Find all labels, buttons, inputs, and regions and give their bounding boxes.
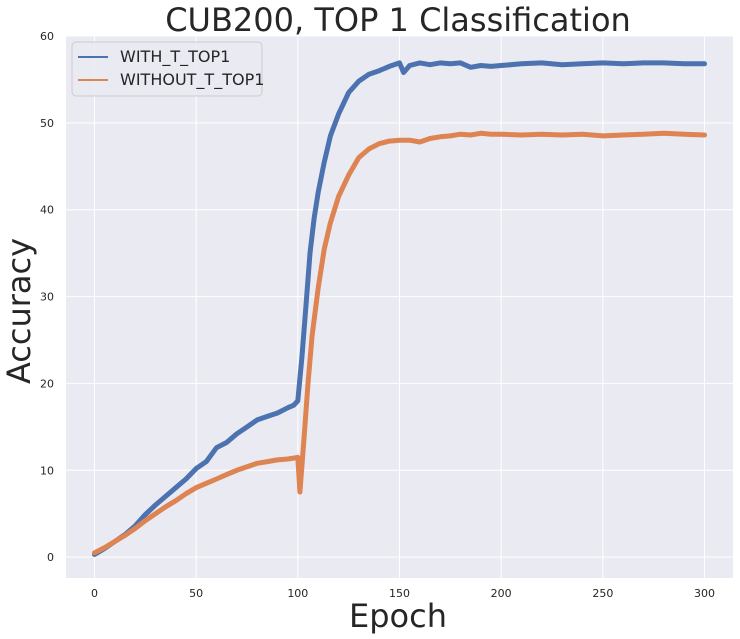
y-axis-ticks: 0 10 20 30 40 50 60 [40,30,54,564]
x-tick-label: 50 [189,587,203,600]
y-tick-label: 20 [40,377,54,390]
x-tick-label: 150 [389,587,410,600]
y-tick-label: 60 [40,30,54,43]
series-lines [92,60,707,557]
y-tick-label: 40 [40,204,54,217]
series-line-with-t-top1 [92,60,707,557]
x-tick-label: 100 [287,587,308,600]
y-tick-label: 30 [40,291,54,304]
grid [66,35,733,578]
legend-box [71,41,263,97]
x-tick-label: 0 [91,587,98,600]
legend: WITH_T_TOP1 WITHOUT_T_TOP1 [71,41,264,97]
legend-label-without-t-top1: WITHOUT_T_TOP1 [120,70,264,90]
x-tick-label: 250 [592,587,613,600]
chart-title: CUB200, TOP 1 Classification [165,1,631,39]
x-axis-ticks: 0 50 100 150 200 250 300 [91,587,715,600]
y-tick-label: 10 [40,464,54,477]
x-tick-label: 200 [491,587,512,600]
series-line-without-t-top1 [92,130,707,556]
legend-label-with-t-top1: WITH_T_TOP1 [120,47,230,67]
y-axis-label: Accuracy [0,238,38,384]
y-tick-label: 0 [47,551,54,564]
x-axis-label: Epoch [349,597,447,635]
x-tick-label: 300 [694,587,715,600]
y-tick-label: 50 [40,117,54,130]
